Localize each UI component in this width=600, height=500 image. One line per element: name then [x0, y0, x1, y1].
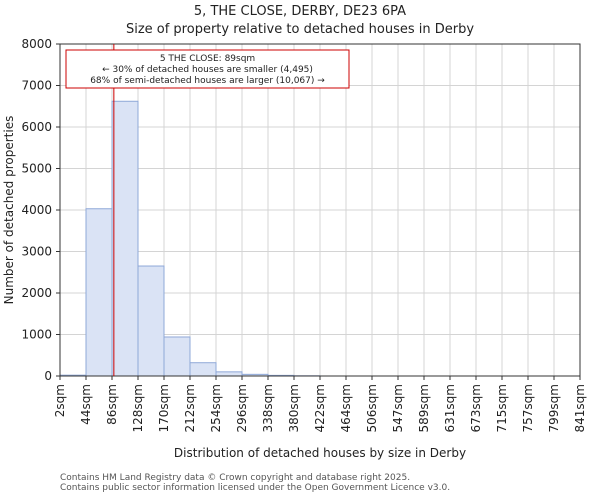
- y-tick-label: 8000: [21, 37, 52, 51]
- x-tick-label: 2sqm: [53, 384, 67, 417]
- x-tick-label: 506sqm: [365, 384, 379, 432]
- x-tick-label: 757sqm: [521, 384, 535, 432]
- x-tick-label: 799sqm: [547, 384, 561, 432]
- y-tick-label: 1000: [21, 328, 52, 342]
- histogram-bar: [189, 362, 217, 377]
- x-axis-label: Distribution of detached houses by size …: [174, 446, 466, 460]
- y-tick-label: 2000: [21, 286, 52, 300]
- chart-title: 5, THE CLOSE, DERBY, DE23 6PA: [194, 4, 406, 19]
- x-tick-label: 86sqm: [105, 384, 119, 425]
- x-tick-label: 589sqm: [417, 384, 431, 432]
- chart: 5, THE CLOSE, DERBY, DE23 6PA Size of pr…: [2, 4, 587, 460]
- y-tick-label: 7000: [21, 79, 52, 93]
- x-tick-label: 296sqm: [235, 384, 249, 432]
- x-tick-label: 841sqm: [573, 384, 587, 432]
- x-tick-label: 170sqm: [157, 384, 171, 432]
- y-tick-label: 4000: [21, 203, 52, 217]
- footer-line-1: Contains HM Land Registry data © Crown c…: [60, 473, 411, 483]
- footer-line-2: Contains public sector information licen…: [60, 483, 451, 493]
- annotation-line-2: ← 30% of detached houses are smaller (4,…: [102, 65, 313, 75]
- histogram-bar: [163, 336, 191, 377]
- y-axis-label: Number of detached properties: [2, 116, 16, 305]
- annotation-line-1: 5 THE CLOSE: 89sqm: [160, 54, 255, 64]
- y-tick-label: 3000: [21, 245, 52, 259]
- x-tick-label: 338sqm: [261, 384, 275, 432]
- x-tick-label: 547sqm: [391, 384, 405, 432]
- annotation-line-3: 68% of semi-detached houses are larger (…: [90, 76, 325, 86]
- x-tick-label: 44sqm: [79, 384, 93, 425]
- x-tick-label: 464sqm: [339, 384, 353, 432]
- histogram-bar: [215, 371, 243, 377]
- x-tick-label: 128sqm: [131, 384, 145, 432]
- x-tick-label: 631sqm: [443, 384, 457, 432]
- histogram-bar: [111, 100, 139, 377]
- x-tick-label: 422sqm: [313, 384, 327, 432]
- x-tick-label: 715sqm: [495, 384, 509, 432]
- plot-area: 0 1000 2000 3000 4000 5000 6000 7000 8000 2sqm 44s…: [21, 37, 587, 432]
- x-tick-label: 673sqm: [469, 384, 483, 432]
- x-tick-label: 212sqm: [183, 384, 197, 432]
- histogram-bar: [137, 265, 165, 377]
- annotation-box: [65, 49, 350, 89]
- y-tick-label: 5000: [21, 162, 52, 176]
- x-tick-label: 380sqm: [287, 384, 301, 432]
- histogram-bar: [85, 208, 113, 377]
- chart-subtitle: Size of property relative to detached ho…: [126, 22, 474, 37]
- x-tick-label: 254sqm: [209, 384, 223, 432]
- y-tick-label: 0: [44, 369, 52, 383]
- y-tick-label: 6000: [21, 120, 52, 134]
